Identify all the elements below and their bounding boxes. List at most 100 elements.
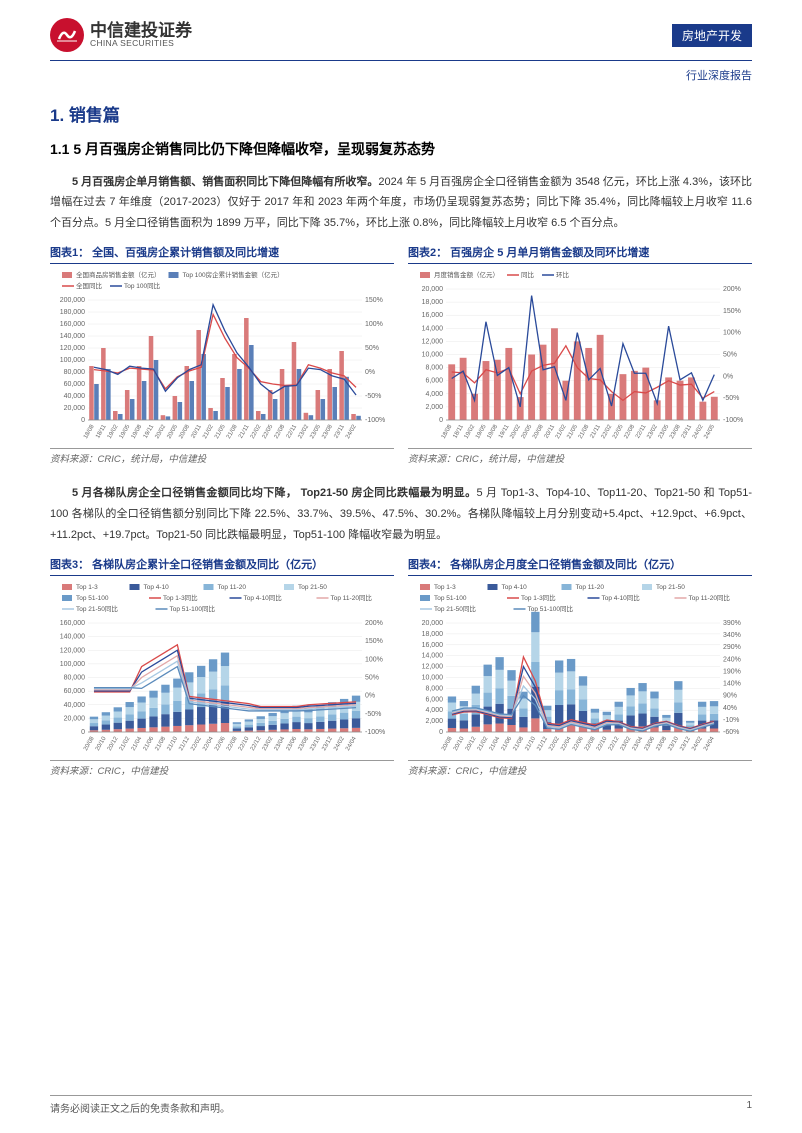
- svg-text:140,000: 140,000: [60, 333, 85, 340]
- svg-text:6,000: 6,000: [425, 696, 443, 703]
- content-area: 1. 销售篇 1.1 5 月百强房企销售同比仍下降但降幅收窄，呈现弱复苏态势 5…: [0, 83, 802, 791]
- svg-text:23/08: 23/08: [669, 424, 682, 441]
- svg-text:290%: 290%: [723, 644, 741, 651]
- svg-text:-50%: -50%: [365, 393, 381, 400]
- svg-text:120,000: 120,000: [60, 647, 85, 654]
- chart3-source: 资料来源：CRIC，中信建投: [50, 760, 394, 777]
- svg-text:16,000: 16,000: [422, 312, 444, 319]
- svg-text:40,000: 40,000: [64, 702, 86, 709]
- svg-text:4,000: 4,000: [425, 391, 443, 398]
- svg-text:8,000: 8,000: [425, 365, 443, 372]
- svg-text:16,000: 16,000: [422, 642, 444, 649]
- svg-text:Top 100房企累计销售金额（亿元）: Top 100房企累计销售金额（亿元）: [183, 270, 284, 279]
- chart-row-2: 图表3： 各梯队房企累计全口径销售金额及同比（亿元） Top 1-3Top 4-…: [50, 556, 752, 791]
- svg-text:0: 0: [439, 417, 443, 424]
- svg-text:Top 51-100同比: Top 51-100同比: [170, 604, 216, 613]
- paragraph-2: 5 月各梯队房企全口径销售金额同比均下降， Top21-50 房企同比跌幅最为明…: [50, 483, 752, 546]
- svg-text:Top 21-50: Top 21-50: [298, 584, 327, 591]
- svg-text:Top 51-100: Top 51-100: [434, 595, 467, 602]
- svg-text:Top 4-10: Top 4-10: [144, 584, 170, 591]
- svg-text:18,000: 18,000: [422, 631, 444, 638]
- chart4-source: 资料来源：CRIC，中信建投: [408, 760, 752, 777]
- svg-text:18,000: 18,000: [422, 299, 444, 306]
- page-footer: 请务必阅读正文之后的免责条款和声明。 1: [50, 1095, 752, 1115]
- svg-text:2,000: 2,000: [425, 718, 443, 725]
- svg-text:150%: 150%: [365, 638, 383, 645]
- svg-text:0: 0: [81, 729, 85, 736]
- svg-text:150%: 150%: [723, 308, 741, 315]
- svg-text:Top 11-20同比: Top 11-20同比: [689, 593, 731, 602]
- svg-text:环比: 环比: [556, 270, 570, 279]
- paragraph-1: 5 月百强房企单月销售额、销售面积同比下降但降幅有所收窄。2024 年 5 月百…: [50, 172, 752, 235]
- svg-text:-100%: -100%: [723, 417, 743, 424]
- svg-text:Top 21-50同比: Top 21-50同比: [76, 604, 118, 613]
- svg-text:-100%: -100%: [365, 417, 385, 424]
- svg-text:Top 1-3同比: Top 1-3同比: [163, 593, 198, 602]
- svg-text:-50%: -50%: [365, 711, 381, 718]
- svg-text:40,000: 40,000: [64, 393, 86, 400]
- svg-text:160,000: 160,000: [60, 620, 85, 627]
- svg-text:100,000: 100,000: [60, 661, 85, 668]
- logo-icon: [50, 18, 84, 52]
- svg-text:Top 100同比: Top 100同比: [124, 281, 161, 290]
- svg-text:19/08: 19/08: [486, 424, 499, 441]
- chart4-canvas: Top 1-3Top 4-10Top 11-20Top 21-50Top 51-…: [408, 580, 752, 760]
- svg-text:340%: 340%: [723, 632, 741, 639]
- svg-text:14,000: 14,000: [422, 326, 444, 333]
- svg-text:Top 1-3: Top 1-3: [434, 584, 456, 591]
- svg-text:100%: 100%: [365, 656, 383, 663]
- svg-text:40%: 40%: [723, 705, 737, 712]
- svg-text:19/08: 19/08: [131, 424, 144, 441]
- chart2-title: 图表2： 百强房企 5 月单月销售金额及同环比增速: [408, 244, 752, 264]
- svg-text:24/04: 24/04: [703, 735, 716, 752]
- svg-text:-100%: -100%: [365, 729, 385, 736]
- subsection-heading: 1.1 5 月百强房企销售同比仍下降但降幅收窄，呈现弱复苏态势: [50, 140, 752, 160]
- svg-text:全国同比: 全国同比: [76, 281, 103, 290]
- svg-text:0: 0: [81, 417, 85, 424]
- svg-text:100,000: 100,000: [60, 357, 85, 364]
- svg-text:50%: 50%: [365, 674, 379, 681]
- svg-text:20,000: 20,000: [422, 620, 444, 627]
- svg-text:18/08: 18/08: [441, 424, 454, 441]
- svg-text:390%: 390%: [723, 620, 741, 627]
- logo-block: 中信建投证券 CHINA SECURITIES: [50, 18, 192, 52]
- svg-text:50%: 50%: [365, 345, 379, 352]
- svg-text:150%: 150%: [365, 297, 383, 304]
- svg-text:4,000: 4,000: [425, 707, 443, 714]
- chart1-title: 图表1： 全国、百强房企累计销售额及同比增速: [50, 244, 394, 264]
- svg-text:-60%: -60%: [723, 729, 739, 736]
- page-header: 中信建投证券 CHINA SECURITIES 房地产开发: [0, 0, 802, 58]
- chart1-canvas: 全国商品房销售金额（亿元）Top 100房企累计销售金额（亿元）全国同比Top …: [50, 268, 394, 448]
- report-type: 行业深度报告: [50, 60, 752, 83]
- svg-text:180,000: 180,000: [60, 309, 85, 316]
- svg-text:-50%: -50%: [723, 395, 739, 402]
- svg-text:Top 4-10同比: Top 4-10同比: [244, 593, 283, 602]
- svg-text:140%: 140%: [723, 680, 741, 687]
- svg-text:100%: 100%: [365, 321, 383, 328]
- svg-text:2,000: 2,000: [425, 404, 443, 411]
- svg-text:90%: 90%: [723, 693, 737, 700]
- logo-cn-text: 中信建投证券: [90, 22, 192, 40]
- svg-text:8,000: 8,000: [425, 685, 443, 692]
- svg-text:20,000: 20,000: [64, 715, 86, 722]
- chart-row-1: 图表1： 全国、百强房企累计销售额及同比增速 全国商品房销售金额（亿元）Top …: [50, 244, 752, 479]
- svg-text:10,000: 10,000: [422, 674, 444, 681]
- svg-text:21/08: 21/08: [578, 424, 591, 441]
- sector-tag: 房地产开发: [672, 24, 752, 47]
- svg-text:24/04: 24/04: [345, 735, 358, 752]
- svg-text:Top 11-20同比: Top 11-20同比: [331, 593, 373, 602]
- chart2-canvas: 月度销售金额（亿元）同比环比02,0004,0006,0008,00010,00…: [408, 268, 752, 448]
- section-heading: 1. 销售篇: [50, 101, 752, 126]
- svg-text:24/05: 24/05: [703, 424, 716, 441]
- svg-text:6,000: 6,000: [425, 378, 443, 385]
- svg-text:20/08: 20/08: [532, 424, 545, 441]
- svg-text:14,000: 14,000: [422, 653, 444, 660]
- svg-text:240%: 240%: [723, 656, 741, 663]
- svg-text:Top 51-100: Top 51-100: [76, 595, 109, 602]
- chart2-source: 资料来源：CRIC，统计局，中信建投: [408, 448, 752, 465]
- svg-text:140,000: 140,000: [60, 634, 85, 641]
- svg-text:23/08: 23/08: [321, 424, 334, 441]
- svg-text:20,000: 20,000: [64, 405, 86, 412]
- svg-text:80,000: 80,000: [64, 674, 86, 681]
- svg-text:Top 51-100同比: Top 51-100同比: [528, 604, 574, 613]
